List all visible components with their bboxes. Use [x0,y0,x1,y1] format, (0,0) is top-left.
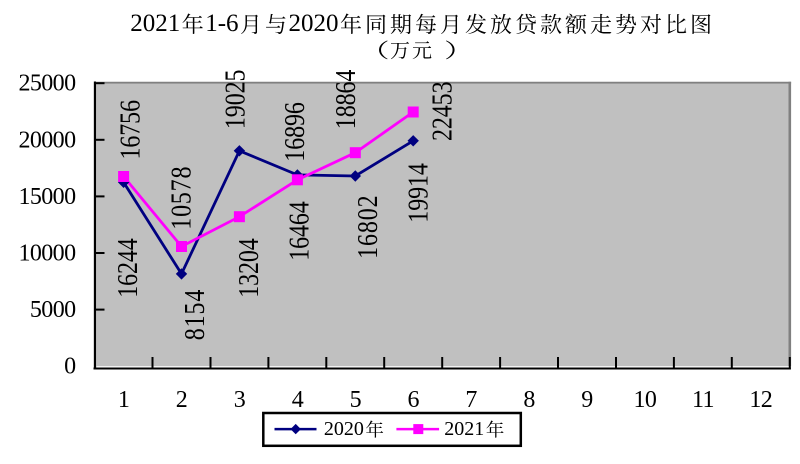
svg-text:5: 5 [350,387,362,413]
svg-text:16802: 16802 [352,194,383,258]
svg-text:2021: 2021 [130,10,180,37]
svg-text:1: 1 [118,387,129,413]
svg-text:8154: 8154 [179,289,210,341]
svg-text:11: 11 [692,387,714,413]
svg-text:16244: 16244 [112,238,143,298]
svg-text:18864: 18864 [330,70,361,130]
svg-text:19914: 19914 [403,163,434,223]
svg-text:8: 8 [523,387,535,413]
svg-text:9: 9 [581,387,593,413]
svg-text:4: 4 [292,387,304,413]
svg-text:16756: 16756 [115,100,146,160]
svg-text:7: 7 [465,387,477,413]
svg-text:0: 0 [64,354,76,380]
svg-text:25000: 25000 [18,71,76,97]
svg-text:2020: 2020 [324,418,364,440]
svg-text:1-6: 1-6 [205,10,238,37]
svg-text:2021: 2021 [444,418,484,440]
svg-text:2: 2 [176,387,187,413]
svg-text:10000: 10000 [18,241,76,267]
svg-text:19025: 19025 [220,70,251,130]
svg-text:3: 3 [234,387,246,413]
svg-text:10578: 10578 [166,166,197,230]
svg-text:16464: 16464 [284,201,315,261]
svg-text:16896: 16896 [279,102,310,162]
svg-text:15000: 15000 [18,184,76,210]
svg-text:6: 6 [407,387,419,413]
svg-text:22453: 22453 [427,81,458,141]
svg-text:5000: 5000 [30,297,76,323]
svg-text:13204: 13204 [233,238,264,298]
svg-text:10: 10 [633,387,656,413]
svg-text:12: 12 [749,387,772,413]
svg-text:20000: 20000 [18,127,76,153]
svg-text:2020: 2020 [289,10,339,37]
